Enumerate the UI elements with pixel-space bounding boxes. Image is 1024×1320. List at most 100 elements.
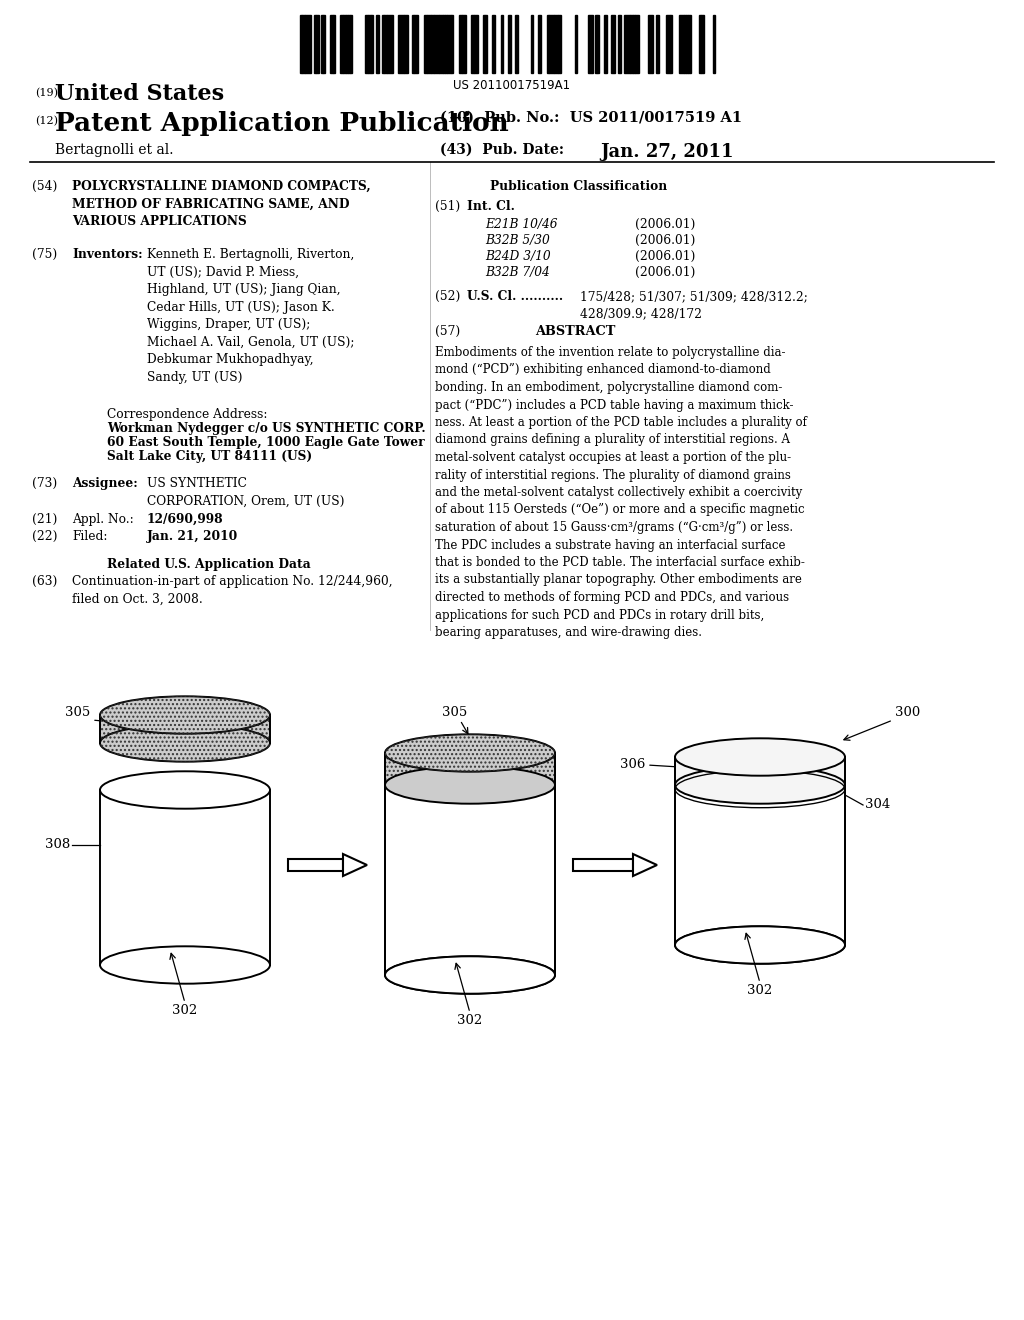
Text: (63): (63) — [32, 576, 57, 587]
Bar — [459, 15, 462, 73]
Text: 308: 308 — [45, 838, 70, 851]
Bar — [333, 15, 335, 73]
Bar — [100, 715, 270, 743]
Bar — [445, 15, 447, 73]
Bar — [404, 15, 408, 73]
Bar — [684, 15, 686, 73]
Ellipse shape — [385, 734, 555, 772]
Bar — [330, 15, 333, 73]
Bar — [471, 15, 474, 73]
Bar — [365, 15, 368, 73]
Bar — [451, 15, 453, 73]
Text: (52): (52) — [435, 290, 461, 304]
Text: 306: 306 — [620, 759, 645, 771]
Bar — [713, 15, 715, 73]
Bar — [100, 789, 270, 965]
Text: Assignee:: Assignee: — [72, 477, 138, 490]
Text: Appl. No.:: Appl. No.: — [72, 513, 134, 525]
Bar — [597, 15, 599, 73]
Text: (2006.01): (2006.01) — [635, 234, 695, 247]
Text: (10)  Pub. No.:  US 2011/0017519 A1: (10) Pub. No.: US 2011/0017519 A1 — [440, 111, 742, 125]
Bar — [483, 15, 485, 73]
Text: US 20110017519A1: US 20110017519A1 — [454, 79, 570, 92]
Text: (22): (22) — [32, 531, 57, 543]
Bar — [316, 15, 319, 73]
Ellipse shape — [100, 946, 270, 983]
Bar — [501, 15, 503, 73]
Ellipse shape — [385, 956, 555, 994]
Bar — [588, 15, 593, 73]
Text: (12): (12) — [35, 116, 58, 127]
Text: (51): (51) — [435, 201, 460, 213]
Text: 304: 304 — [865, 799, 890, 812]
Bar — [427, 15, 431, 73]
Text: Continuation-in-part of application No. 12/244,960,
filed on Oct. 3, 2008.: Continuation-in-part of application No. … — [72, 576, 392, 606]
Text: (2006.01): (2006.01) — [635, 249, 695, 263]
Bar — [474, 15, 478, 73]
Bar — [434, 15, 439, 73]
Bar — [508, 15, 511, 73]
Text: US SYNTHETIC
CORPORATION, Orem, UT (US): US SYNTHETIC CORPORATION, Orem, UT (US) — [147, 477, 344, 507]
Bar — [302, 15, 305, 73]
Bar — [699, 15, 701, 73]
Text: B24D 3/10: B24D 3/10 — [485, 249, 551, 263]
Bar — [348, 15, 350, 73]
Text: (54): (54) — [32, 180, 57, 193]
Bar — [346, 15, 348, 73]
Bar — [412, 15, 414, 73]
Text: ABSTRACT: ABSTRACT — [535, 325, 615, 338]
Ellipse shape — [100, 725, 270, 762]
Bar — [385, 785, 555, 975]
Bar — [485, 15, 487, 73]
Bar — [624, 15, 630, 73]
Bar — [686, 15, 688, 73]
Text: Kenneth E. Bertagnolli, Riverton,
UT (US); David P. Miess,
Highland, UT (US); Ji: Kenneth E. Bertagnolli, Riverton, UT (US… — [147, 248, 354, 384]
Text: 12/690,998: 12/690,998 — [147, 513, 223, 525]
Text: 302: 302 — [172, 1003, 198, 1016]
Bar — [385, 752, 555, 785]
Bar — [439, 15, 443, 73]
Ellipse shape — [675, 738, 845, 776]
Bar — [573, 859, 633, 871]
Text: 60 East South Temple, 1000 Eagle Gate Tower: 60 East South Temple, 1000 Eagle Gate To… — [106, 436, 425, 449]
Text: Bertagnolli et al.: Bertagnolli et al. — [55, 143, 173, 157]
Bar — [305, 15, 311, 73]
Ellipse shape — [100, 771, 270, 809]
Bar — [431, 15, 434, 73]
Text: (73): (73) — [32, 477, 57, 490]
Bar — [635, 15, 639, 73]
Ellipse shape — [675, 767, 845, 804]
Text: 175/428; 51/307; 51/309; 428/312.2;
428/309.9; 428/172: 175/428; 51/307; 51/309; 428/312.2; 428/… — [580, 290, 808, 321]
Bar — [675, 785, 845, 945]
Bar — [387, 15, 393, 73]
Text: Int. Cl.: Int. Cl. — [467, 201, 515, 213]
Bar — [618, 15, 621, 73]
Bar — [385, 752, 555, 785]
Text: Embodiments of the invention relate to polycrystalline dia-
mond (“PCD”) exhibit: Embodiments of the invention relate to p… — [435, 346, 807, 639]
Text: B32B 7/04: B32B 7/04 — [485, 267, 550, 279]
Text: Jan. 27, 2011: Jan. 27, 2011 — [600, 143, 733, 161]
Text: 302: 302 — [458, 1014, 482, 1027]
Text: (21): (21) — [32, 513, 57, 525]
Ellipse shape — [385, 767, 555, 804]
Bar — [300, 15, 302, 73]
Bar — [656, 15, 659, 73]
Text: United States: United States — [55, 83, 224, 106]
Bar — [447, 15, 451, 73]
Bar — [547, 15, 549, 73]
Text: U.S. Cl. ..........: U.S. Cl. .......... — [467, 290, 563, 304]
Bar — [554, 15, 558, 73]
Bar — [701, 15, 705, 73]
Text: 302: 302 — [748, 983, 773, 997]
Polygon shape — [633, 854, 657, 876]
Bar — [340, 15, 343, 73]
Bar — [343, 15, 346, 73]
Text: Publication Classification: Publication Classification — [490, 180, 668, 193]
Text: Inventors:: Inventors: — [72, 248, 142, 261]
Text: POLYCRYSTALLINE DIAMOND COMPACTS,
METHOD OF FABRICATING SAME, AND
VARIOUS APPLIC: POLYCRYSTALLINE DIAMOND COMPACTS, METHOD… — [72, 180, 371, 228]
Bar — [675, 756, 845, 785]
Bar — [350, 15, 352, 73]
Bar — [398, 15, 404, 73]
Bar — [462, 15, 466, 73]
Text: Patent Application Publication: Patent Application Publication — [55, 111, 509, 136]
